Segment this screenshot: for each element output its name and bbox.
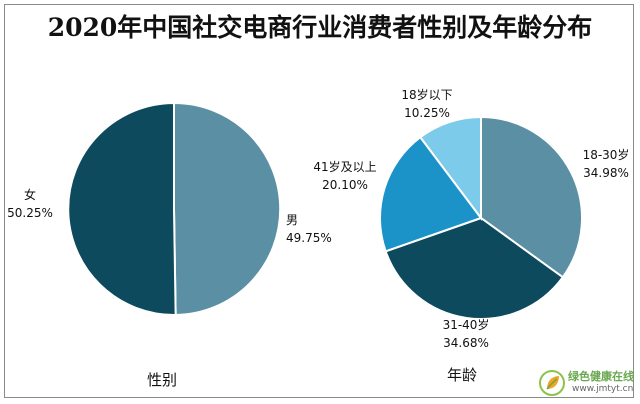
age-pie-slice-0 [480,115,583,279]
gender-pie-slice-1-value: 50.25% [7,206,53,220]
age-pie-slice-0-value: 34.98% [583,166,629,180]
age-pie-slice-2 [379,135,483,253]
age-pie-slice-1-label: 31-40岁 [443,317,490,332]
age-pie-slice-1-value: 34.68% [443,336,489,350]
age-pie-category-title: 年龄 [447,366,477,384]
age-pie-slice-0-label: 18-30岁 [583,147,630,162]
age-pie-slice-3-label: 18岁以下 [401,87,452,102]
watermark-name: 绿色健康在线 [568,370,634,383]
gender-pie-slice-0-value: 49.75% [286,231,332,245]
age-pie-slice-3-value: 10.25% [404,106,450,120]
age-pie-slice-1 [384,216,565,320]
gender-pie-slice-1-label: 女 [24,187,36,202]
age-pie: 18-30岁 34.98% 31-40岁 34.68% 41岁及以上 20.10% 18岁以… [313,87,629,384]
age-pie-slice-2-label: 41岁及以上 [313,159,376,174]
watermark-url: www.jmtyt.cn [572,384,634,394]
gender-pie-slice-0-label: 男 [286,213,298,227]
gender-pie-category-title: 性别 [147,371,177,389]
chart-title: 2020年中国社交电商行业消费者性别及年龄分布 [47,13,593,42]
gender-pie-slice-0 [173,101,282,317]
gender-pie-slice-1 [67,101,177,316]
age-pie-slice-2-value: 20.10% [322,178,368,192]
site-watermark: 绿色健康在线 www.jmtyt.cn [538,366,636,400]
age-pie-slice-3 [418,115,482,221]
gender-pie: 男 49.75% 女 50.25% 性别 [7,101,332,389]
leaf-logo-icon [539,370,565,396]
